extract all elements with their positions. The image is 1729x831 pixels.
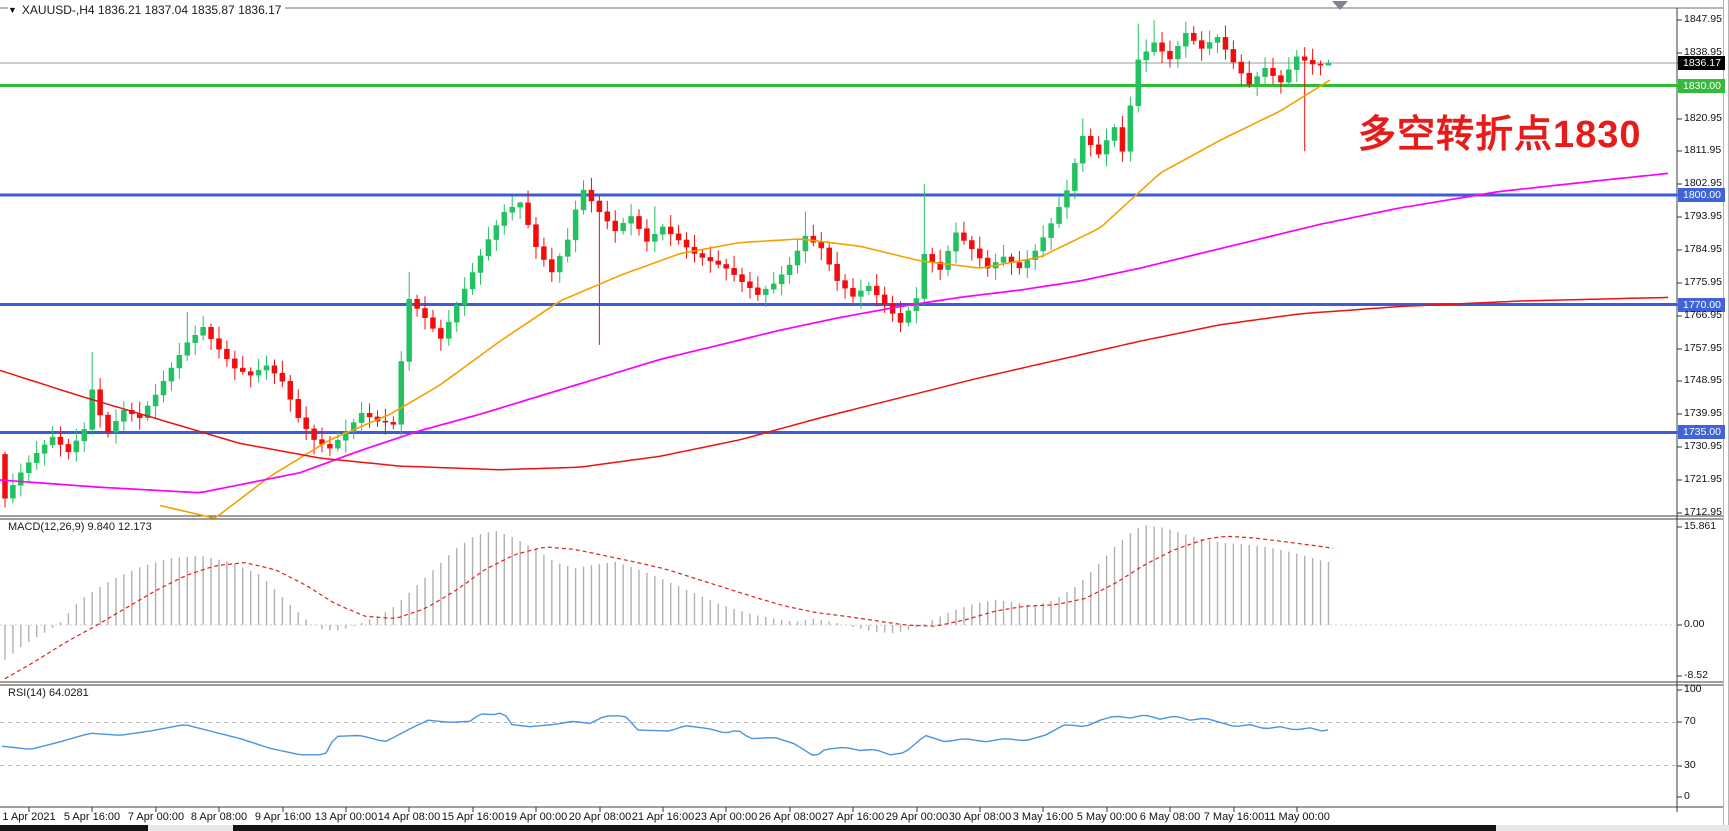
current-price-badge: 1836.17 xyxy=(1678,56,1725,70)
level-price-badge: 1800.00 xyxy=(1678,188,1725,202)
scrollbar-thumb[interactable] xyxy=(0,825,148,831)
price-axis-label: 1748.95 xyxy=(1684,374,1722,386)
indicator-axis-label: 15.861 xyxy=(1684,520,1717,532)
symbol-ohlc-text: XAUUSD-,H4 1836.21 1837.04 1835.87 1836.… xyxy=(21,3,282,17)
time-axis[interactable]: 1 Apr 2021 5 Apr 16:00 7 Apr 00:00 8 Apr 08… xyxy=(0,808,1677,826)
indicator-axis-label: 30 xyxy=(1684,759,1696,771)
price-axis-label: 1757.95 xyxy=(1684,342,1722,354)
level-price-badge: 1735.00 xyxy=(1678,425,1725,439)
indicator-axis-label: 100 xyxy=(1684,683,1702,695)
time-axis-label: 30 Apr 08:00 xyxy=(948,811,1012,823)
time-axis-label: 5 Apr 16:00 xyxy=(63,811,121,823)
symbol-ohlc-bar: ▼ XAUUSD-,H4 1836.21 1837.04 1835.87 1836… xyxy=(8,3,286,17)
time-axis-label: 26 Apr 08:00 xyxy=(758,811,822,823)
macd-signal-line xyxy=(4,535,1334,680)
rsi-panel xyxy=(0,712,1677,767)
moving-averages xyxy=(0,79,1669,519)
macd-panel xyxy=(0,525,1677,680)
price-axis-label: 1847.95 xyxy=(1684,13,1722,25)
price-axis-label: 1775.95 xyxy=(1684,276,1722,288)
fast-ma-orange xyxy=(159,79,1331,519)
indicator-axis-label: -8.52 xyxy=(1684,669,1708,681)
price-axis-label: 1811.95 xyxy=(1684,144,1722,156)
time-axis-label: 13 Apr 00:00 xyxy=(314,811,378,823)
price-axis-label: 1721.95 xyxy=(1684,473,1722,485)
time-axis-label: 19 Apr 00:00 xyxy=(504,811,568,823)
rsi-indicator-label: RSI(14) 64.0281 xyxy=(8,687,89,699)
slow-ma-red xyxy=(0,296,1669,471)
time-axis-label: 7 Apr 00:00 xyxy=(127,811,185,823)
price-axis[interactable]: 1847.95 1838.95 1836.17 1830.00 1820.95 1811.… xyxy=(1677,0,1729,825)
indicator-axis-label: 0.00 xyxy=(1684,618,1705,630)
chart-shift-marker-icon[interactable] xyxy=(1332,1,1348,10)
indicator-axis-label: 0 xyxy=(1684,790,1690,802)
time-axis-label: 11 May 00:00 xyxy=(1264,811,1330,823)
panel-borders xyxy=(0,7,1729,812)
time-axis-label: 7 May 16:00 xyxy=(1203,811,1265,823)
time-axis-label: 14 Apr 08:00 xyxy=(377,811,441,823)
time-axis-label: 27 Apr 16:00 xyxy=(821,811,885,823)
time-axis-label: 21 Apr 16:00 xyxy=(631,811,695,823)
symbol-dropdown-icon[interactable]: ▼ xyxy=(8,5,17,15)
axis-tick-marks xyxy=(28,19,1682,812)
mid-ma-magenta xyxy=(0,172,1669,494)
price-axis-label: 1793.95 xyxy=(1684,210,1722,222)
indicator-axis-label: 70 xyxy=(1684,715,1696,727)
price-axis-label: 1739.95 xyxy=(1684,407,1722,419)
time-axis-label: 8 Apr 08:00 xyxy=(190,811,248,823)
price-axis-label: 1730.95 xyxy=(1684,440,1722,452)
macd-indicator-label: MACD(12,26,9) 9.840 12.173 xyxy=(8,521,152,533)
scrollbar-thumb[interactable] xyxy=(233,825,1496,831)
chart-text-annotation: 多空转折点1830 xyxy=(1358,114,1642,156)
price-axis-label: 1802.95 xyxy=(1684,177,1722,189)
price-axis-label: 1766.95 xyxy=(1684,309,1722,321)
level-price-badge: 1830.00 xyxy=(1678,79,1725,93)
time-axis-label: 1 Apr 2021 xyxy=(2,811,56,823)
time-axis-label: 23 Apr 00:00 xyxy=(694,811,758,823)
time-axis-label: 20 Apr 08:00 xyxy=(568,811,632,823)
level-price-badge: 1770.00 xyxy=(1678,298,1725,312)
candlesticks xyxy=(2,20,1332,508)
price-axis-label: 1712.95 xyxy=(1684,506,1722,518)
horizontal-scrollbar[interactable] xyxy=(0,825,1729,831)
price-axis-label: 1784.95 xyxy=(1684,243,1722,255)
time-axis-label: 6 May 08:00 xyxy=(1139,811,1201,823)
time-axis-label: 15 Apr 16:00 xyxy=(441,811,505,823)
rsi-line xyxy=(1,712,1329,756)
time-axis-label: 9 Apr 16:00 xyxy=(254,811,312,823)
time-axis-label: 3 May 16:00 xyxy=(1012,811,1074,823)
price-axis-label: 1820.95 xyxy=(1684,112,1722,124)
horizontal-price-lines xyxy=(0,62,1677,434)
time-axis-label: 29 Apr 00:00 xyxy=(885,811,949,823)
price-axis-label: 1838.95 xyxy=(1684,46,1722,58)
time-axis-label: 5 May 00:00 xyxy=(1076,811,1138,823)
